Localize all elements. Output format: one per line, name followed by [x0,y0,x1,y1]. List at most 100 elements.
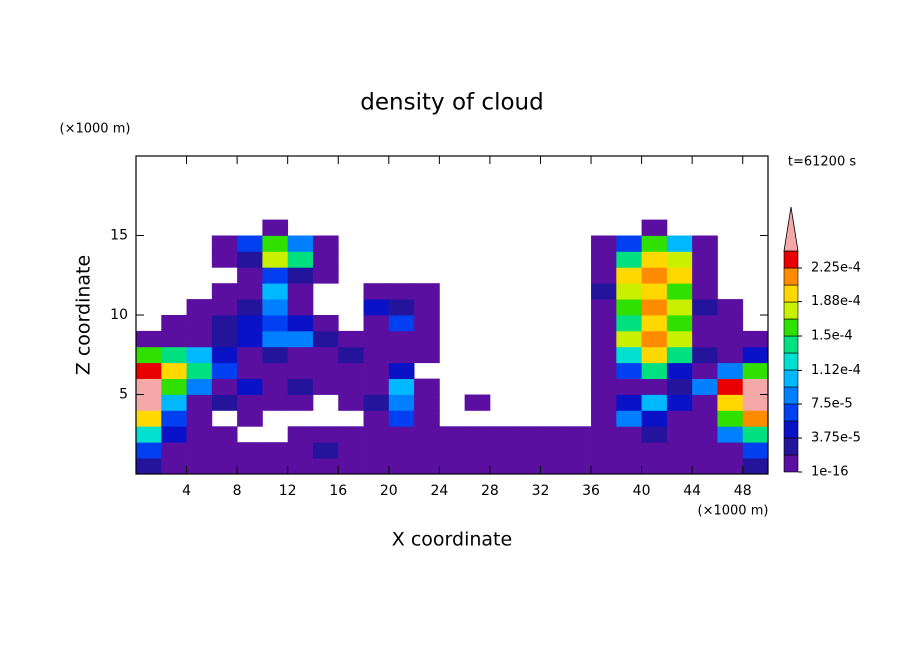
contour-cell [237,378,263,395]
contour-cell [262,378,289,395]
contour-cell [641,299,668,316]
contour-cell [616,346,642,364]
contour-cell [287,426,314,443]
colorbar-band [783,437,799,456]
contour-cell [237,362,263,379]
contour-cell [287,299,314,316]
contour-cell [312,251,339,268]
contour-cell [616,442,642,459]
contour-cell [540,458,567,475]
contour-cell [262,346,289,364]
contour-cell [641,235,668,252]
contour-cell [262,219,289,236]
x-tick-label: 36 [582,483,600,499]
contour-cell [136,346,162,364]
contour-cell [312,362,339,379]
contour-cell [338,362,364,379]
contour-cell [262,442,289,459]
contour-cell [211,299,238,316]
contour-cell [186,394,213,411]
colorbar-band [783,335,799,354]
contour-cell [161,362,187,379]
contour-cell [414,378,440,395]
contour-cell [237,442,263,459]
x-tick-label: 8 [233,483,242,499]
chart-title: density of cloud [360,90,543,116]
contour-cell [338,426,364,443]
contour-cell [742,330,769,348]
x-axis-label: X coordinate [392,529,512,551]
contour-cell [464,442,491,459]
colorbar-band [783,420,799,439]
contour-cell [692,410,718,427]
contour-cell [186,346,213,364]
contour-cell [692,235,718,252]
contour-cell [591,378,617,395]
contour-cell [742,442,769,459]
contour-cell [363,426,390,443]
contour-cell [742,458,769,475]
x-tick-label: 20 [380,483,398,499]
contour-cell [591,442,617,459]
contour-cell [237,267,263,284]
y-tick-label: 15 [110,228,128,244]
contour-cell [237,251,263,268]
contour-cell [136,410,162,427]
contour-cell [692,426,718,443]
contour-cell [186,315,213,332]
contour-cell [742,346,769,364]
contour-cell [414,330,440,348]
contour-cell [591,283,617,300]
contour-cell [388,330,415,348]
contour-cell [237,315,263,332]
contour-cell [388,458,415,475]
x-tick-label: 40 [633,483,651,499]
colorbar-band [783,369,799,388]
contour-cell [641,458,668,475]
contour-cell [742,362,769,379]
contour-cell [641,394,668,411]
x-tick-label: 24 [430,483,448,499]
contour-cell [186,299,213,316]
contour-cell [591,267,617,284]
contour-cell [666,346,693,364]
contour-cell [591,251,617,268]
contour-cell [616,330,642,348]
contour-cell [237,458,263,475]
contour-cell [591,330,617,348]
contour-cell [464,394,491,411]
contour-cell [136,394,162,411]
x-tick-label: 32 [532,483,550,499]
contour-cell [262,251,289,268]
contour-cell [692,330,718,348]
colorbar-tick-label: 1.5e-4 [811,329,853,344]
x-unit-label: (×1000 m) [698,504,769,519]
contour-cell [262,394,289,411]
contour-cell [161,330,187,348]
contour-cell [363,346,390,364]
contour-cell [388,442,415,459]
y-tick-label: 10 [110,307,128,323]
contour-cell [489,442,516,459]
contour-cell [692,442,718,459]
contour-cell [161,410,187,427]
contour-cell [363,283,390,300]
contour-cell [666,315,693,332]
contour-cell [591,458,617,475]
x-tick-label: 28 [481,483,499,499]
contour-cell [287,346,314,364]
colorbar-over [783,206,799,252]
contour-cell [414,283,440,300]
contour-cell [540,442,567,459]
contour-cell [692,267,718,284]
contour-cell [363,330,390,348]
contour-cell [312,346,339,364]
contour-cell [717,346,744,364]
contour-cell [338,378,364,395]
contour-cell [363,410,390,427]
contour-cell [363,299,390,316]
contour-cell [237,410,263,427]
contour-cell [186,330,213,348]
contour-cell [161,315,187,332]
contour-cell [211,394,238,411]
